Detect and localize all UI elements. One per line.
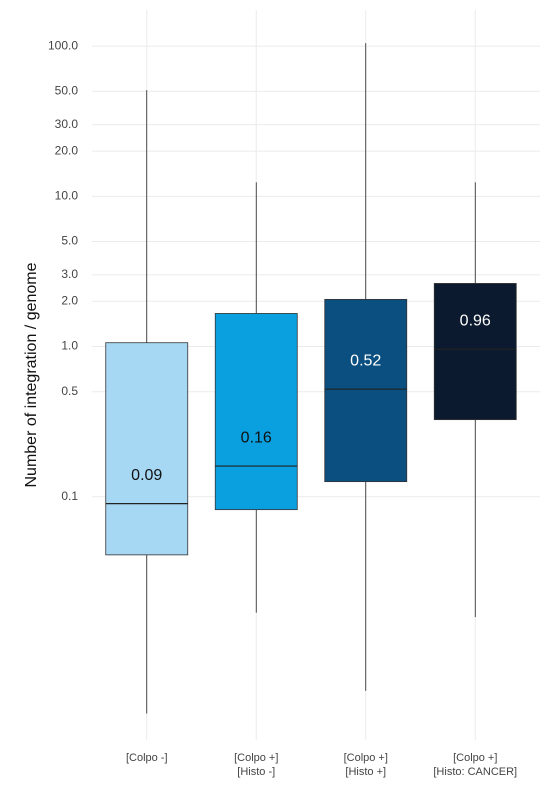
y-tick-label: 50.0: [55, 84, 79, 98]
y-tick-label: 10.0: [55, 188, 79, 202]
x-tick-label: [Histo: CANCER]: [433, 766, 517, 778]
median-label: 0.09: [131, 467, 162, 484]
y-tick-label: 1.0: [61, 339, 78, 353]
x-tick-label: [Colpo -]: [126, 752, 168, 764]
box: [214, 313, 298, 511]
x-tick-label: [Colpo +]: [344, 752, 388, 764]
x-tick-label: [Colpo +]: [453, 752, 497, 764]
box: [324, 298, 408, 483]
y-tick-label: 100.0: [48, 38, 78, 52]
y-tick-label: 0.1: [61, 489, 78, 503]
x-tick-label: [Histo -]: [237, 766, 275, 778]
y-tick-label: 20.0: [55, 143, 79, 157]
y-tick-label: 30.0: [55, 117, 79, 131]
y-tick-label: 3.0: [61, 267, 78, 281]
median-label: 0.16: [241, 429, 272, 446]
box: [105, 342, 189, 556]
y-axis-label: Number of integration / genome: [23, 262, 40, 487]
y-tick-label: 0.5: [61, 384, 78, 398]
y-tick-label: 2.0: [61, 293, 78, 307]
x-tick-label: [Colpo +]: [234, 752, 278, 764]
median-label: 0.96: [460, 312, 491, 329]
box: [433, 283, 517, 421]
x-tick-label: [Histo +]: [345, 766, 386, 778]
y-tick-label: 5.0: [61, 234, 78, 248]
median-label: 0.52: [350, 352, 381, 369]
